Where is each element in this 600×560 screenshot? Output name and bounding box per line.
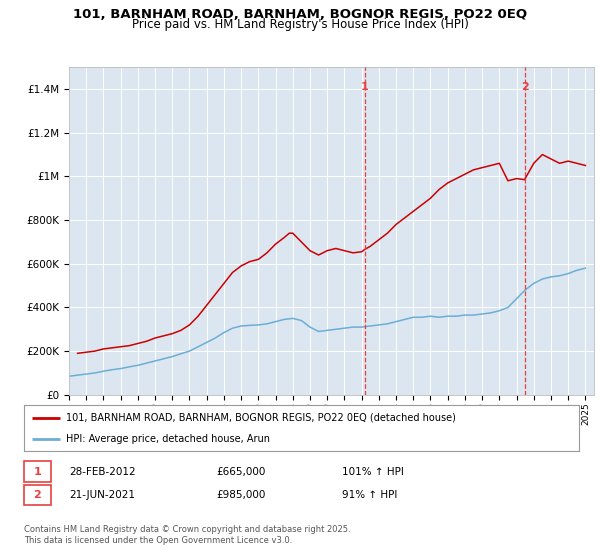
Text: 91% ↑ HPI: 91% ↑ HPI bbox=[342, 490, 397, 500]
Text: 101% ↑ HPI: 101% ↑ HPI bbox=[342, 466, 404, 477]
Text: £985,000: £985,000 bbox=[216, 490, 265, 500]
Text: Contains HM Land Registry data © Crown copyright and database right 2025.
This d: Contains HM Land Registry data © Crown c… bbox=[24, 525, 350, 545]
Text: HPI: Average price, detached house, Arun: HPI: Average price, detached house, Arun bbox=[65, 435, 269, 444]
Text: 1: 1 bbox=[34, 466, 41, 477]
Text: 101, BARNHAM ROAD, BARNHAM, BOGNOR REGIS, PO22 0EQ (detached house): 101, BARNHAM ROAD, BARNHAM, BOGNOR REGIS… bbox=[65, 413, 455, 423]
Text: Price paid vs. HM Land Registry's House Price Index (HPI): Price paid vs. HM Land Registry's House … bbox=[131, 18, 469, 31]
Text: 1: 1 bbox=[361, 82, 368, 92]
Text: 28-FEB-2012: 28-FEB-2012 bbox=[69, 466, 136, 477]
Text: 2: 2 bbox=[34, 490, 41, 500]
Text: 101, BARNHAM ROAD, BARNHAM, BOGNOR REGIS, PO22 0EQ: 101, BARNHAM ROAD, BARNHAM, BOGNOR REGIS… bbox=[73, 8, 527, 21]
Text: 21-JUN-2021: 21-JUN-2021 bbox=[69, 490, 135, 500]
Text: 2: 2 bbox=[521, 82, 529, 92]
Text: £665,000: £665,000 bbox=[216, 466, 265, 477]
